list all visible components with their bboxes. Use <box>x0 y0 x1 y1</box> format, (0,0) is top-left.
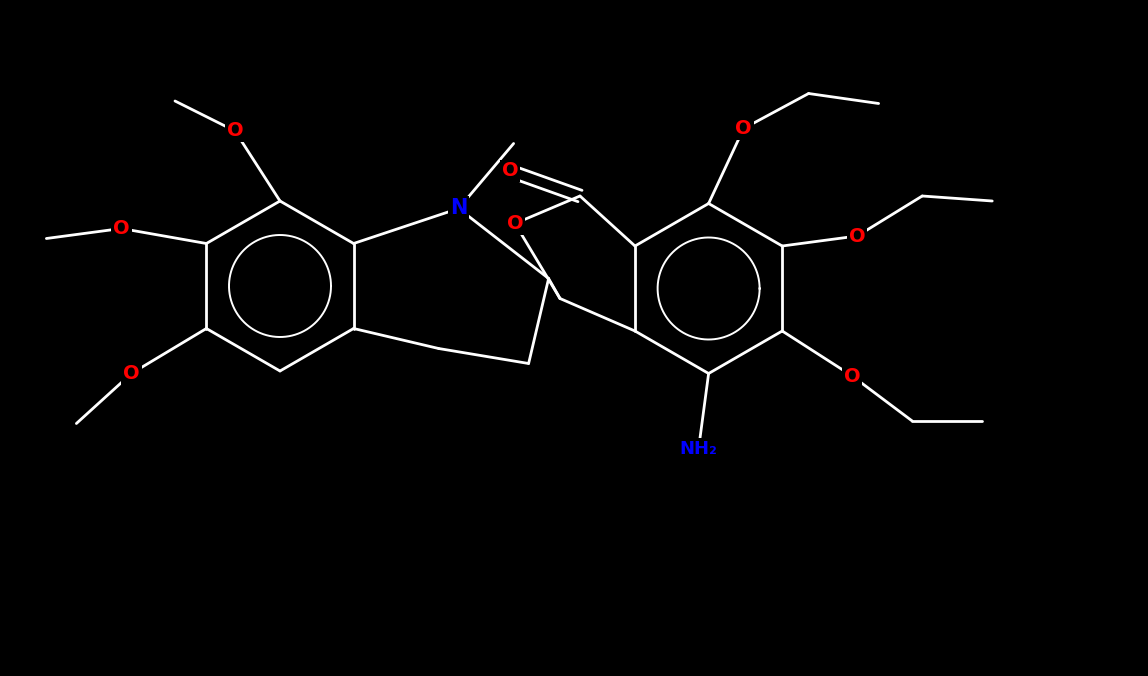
Text: O: O <box>736 119 752 138</box>
Text: O: O <box>123 364 140 383</box>
Text: O: O <box>502 162 518 180</box>
Text: O: O <box>506 214 523 233</box>
Text: NH₂: NH₂ <box>680 439 718 458</box>
Text: O: O <box>113 219 130 238</box>
Text: O: O <box>226 122 243 141</box>
Text: O: O <box>848 226 866 245</box>
Text: N: N <box>450 199 467 218</box>
Text: O: O <box>844 366 861 385</box>
